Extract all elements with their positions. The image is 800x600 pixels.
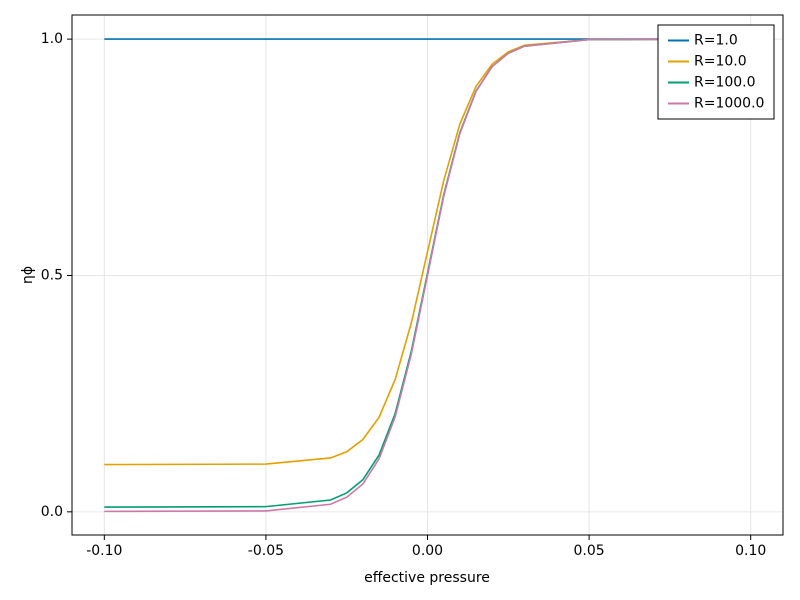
legend: R=1.0 R=10.0 R=100.0 R=1000.0 <box>657 24 775 120</box>
y-tick-label: 1.0 <box>41 31 63 47</box>
legend-label: R=10.0 <box>694 54 747 70</box>
y-tick-label: 0.5 <box>41 267 63 283</box>
line <box>104 38 751 466</box>
legend-label: R=100.0 <box>694 75 756 91</box>
x-tick-label: 0.00 <box>412 543 443 559</box>
x-axis-label: effective pressure <box>364 570 490 586</box>
y-tick-label: 0.0 <box>41 504 63 520</box>
x-tick-label: 0.05 <box>574 543 605 559</box>
legend-label: R=1.0 <box>694 33 738 49</box>
x-tick-label: -0.10 <box>86 543 122 559</box>
x-tick-label: -0.05 <box>248 543 284 559</box>
line <box>104 38 751 513</box>
plot-frame <box>71 14 784 536</box>
legend-label: R=1000.0 <box>694 96 764 112</box>
y-axis-label: ηϕ <box>20 266 36 284</box>
x-tick-label: 0.10 <box>735 543 766 559</box>
